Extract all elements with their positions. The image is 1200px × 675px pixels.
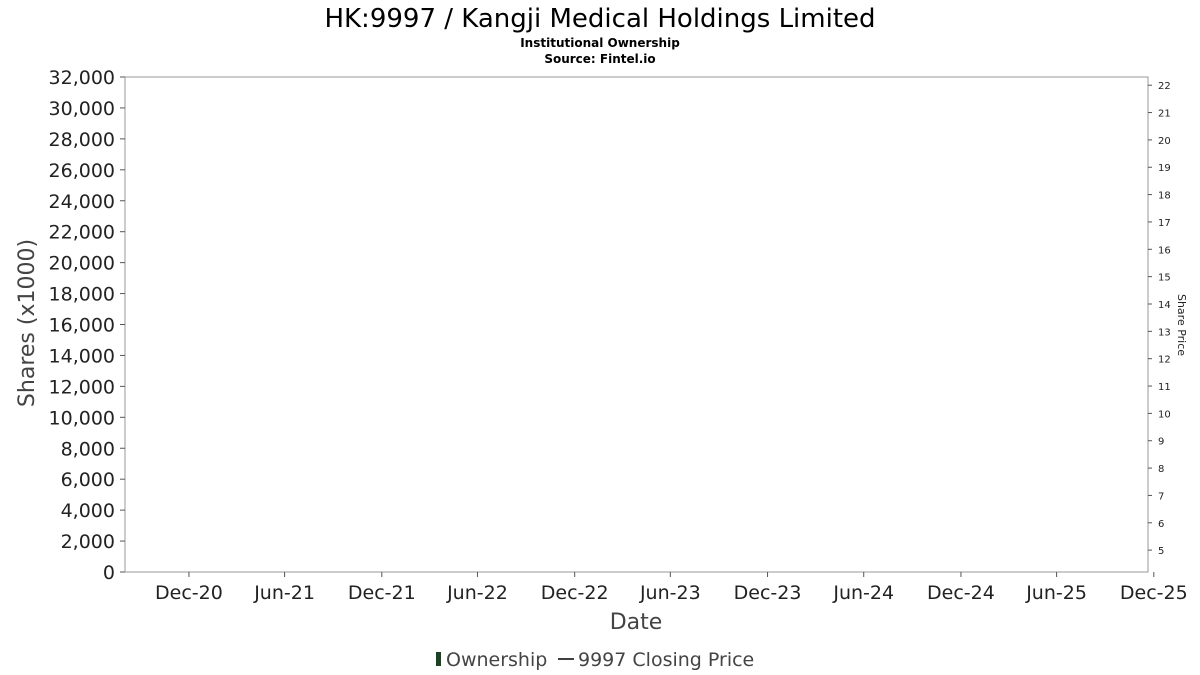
x-axis-label: Date bbox=[610, 610, 663, 635]
x-tick-label: Dec-22 bbox=[541, 582, 609, 604]
y2-tick-label: 5 bbox=[1158, 546, 1164, 557]
plot-frame bbox=[124, 76, 1149, 573]
y2-tick-label: 15 bbox=[1158, 273, 1171, 284]
x-tick-label: Jun-25 bbox=[1025, 582, 1087, 604]
y2-tick-label: 11 bbox=[1158, 382, 1171, 393]
x-tick-label: Dec-20 bbox=[155, 582, 223, 604]
y-tick-label: 8,000 bbox=[61, 438, 115, 460]
y-tick-label: 26,000 bbox=[49, 160, 115, 182]
x-tick-label: Jun-23 bbox=[639, 582, 701, 604]
y2-tick-label: 16 bbox=[1158, 245, 1171, 256]
y-tick-label: 16,000 bbox=[49, 315, 115, 337]
x-tick-label: Dec-23 bbox=[734, 582, 802, 604]
y-tick-label: 22,000 bbox=[49, 222, 115, 244]
x-tick-label: Dec-24 bbox=[927, 582, 995, 604]
y-axis-ticks: 0 2,000 4,000 6,000 8,000 10,000 12,000 14,000 1… bbox=[49, 67, 115, 584]
y-tick-label: 30,000 bbox=[49, 98, 115, 120]
legend-ownership-label: Ownership bbox=[446, 649, 547, 671]
y2-tick-label: 10 bbox=[1158, 409, 1171, 420]
legend: Ownership 9997 Closing Price bbox=[436, 649, 754, 671]
y2-tick-label: 19 bbox=[1158, 163, 1171, 174]
y-tick-label: 20,000 bbox=[49, 253, 115, 275]
y-tick-label: 2,000 bbox=[61, 531, 115, 553]
y2-tick-label: 13 bbox=[1158, 327, 1171, 338]
y2-tick-label: 9 bbox=[1158, 437, 1164, 448]
y-tick-label: 24,000 bbox=[49, 191, 115, 213]
y-tick-label: 10,000 bbox=[49, 407, 115, 429]
y2-tick-label: 6 bbox=[1158, 519, 1164, 530]
axes bbox=[120, 76, 1155, 577]
x-tick-label: Jun-24 bbox=[832, 582, 894, 604]
legend-ownership-swatch bbox=[436, 652, 441, 666]
y2-tick-label: 21 bbox=[1158, 109, 1171, 120]
y2-tick-label: 8 bbox=[1158, 464, 1164, 475]
chart-title: HK:9997 / Kangji Medical Holdings Limite… bbox=[324, 4, 875, 34]
x-tick-label: Jun-22 bbox=[446, 582, 508, 604]
y-axis-label: Shares (x1000) bbox=[15, 239, 40, 407]
y2-tick-label: 22 bbox=[1158, 81, 1171, 92]
y2-tick-label: 12 bbox=[1158, 355, 1171, 366]
x-tick-label: Dec-21 bbox=[348, 582, 416, 604]
y2-tick-label: 18 bbox=[1158, 191, 1171, 202]
y2-axis-ticks: 5 6 7 8 9 10 11 12 13 14 15 16 17 18 19 20 21 22 bbox=[1158, 81, 1171, 557]
x-tick-label: Jun-21 bbox=[253, 582, 315, 604]
y2-tick-label: 17 bbox=[1158, 218, 1171, 229]
y-tick-label: 28,000 bbox=[49, 129, 115, 151]
y2-tick-label: 7 bbox=[1158, 491, 1164, 502]
y-tick-label: 18,000 bbox=[49, 284, 115, 306]
x-tick-label: Dec-25 bbox=[1120, 582, 1188, 604]
y2-tick-label: 14 bbox=[1158, 300, 1171, 311]
legend-price-label: 9997 Closing Price bbox=[578, 649, 754, 671]
chart-source: Source: Fintel.io bbox=[544, 52, 655, 66]
y-tick-label: 14,000 bbox=[49, 345, 115, 367]
y2-tick-label: 20 bbox=[1158, 136, 1171, 147]
y-tick-label: 32,000 bbox=[49, 67, 115, 89]
y-tick-label: 0 bbox=[103, 562, 115, 584]
y-tick-label: 6,000 bbox=[61, 469, 115, 491]
chart-subtitle: Institutional Ownership bbox=[520, 36, 680, 50]
x-axis-ticks: Dec-20 Jun-21 Dec-21 Jun-22 Dec-22 Jun-23 Dec-… bbox=[155, 582, 1188, 604]
y-tick-label: 4,000 bbox=[61, 500, 115, 522]
y-tick-label: 12,000 bbox=[49, 376, 115, 398]
y2-axis-label: Share Price bbox=[1175, 294, 1188, 356]
